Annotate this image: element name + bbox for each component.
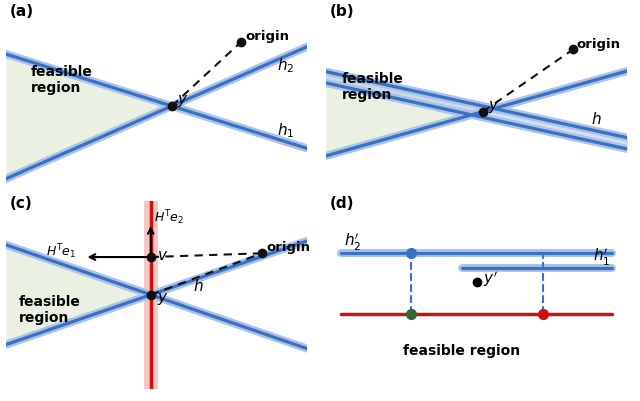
Polygon shape [326,72,483,156]
Text: $v$: $v$ [157,248,168,263]
Text: origin: origin [246,30,289,43]
Text: $h$: $h$ [591,111,602,127]
Text: $y$: $y$ [157,291,168,307]
Polygon shape [6,245,151,344]
Text: feasible
region: feasible region [19,295,80,325]
Text: $y'$: $y'$ [483,270,498,290]
Text: origin: origin [576,38,620,51]
Text: (c): (c) [10,196,32,211]
Text: feasible
region: feasible region [31,65,92,95]
Text: origin: origin [267,241,310,254]
Text: feasible region: feasible region [403,344,520,358]
Text: feasible
region: feasible region [342,72,403,102]
Text: $h_1$: $h_1$ [277,121,294,140]
Text: (d): (d) [330,196,354,211]
Text: $y$: $y$ [488,99,500,115]
Polygon shape [6,54,172,178]
Text: $H^\mathrm{T}e_2$: $H^\mathrm{T}e_2$ [154,208,184,227]
Text: (a): (a) [10,4,33,18]
Text: $h_1'$: $h_1'$ [593,247,610,268]
Text: $h_2$: $h_2$ [277,56,294,75]
Text: $h_2'$: $h_2'$ [344,232,362,253]
Text: (b): (b) [330,4,354,18]
Text: $y$: $y$ [177,93,189,109]
Text: $h$: $h$ [193,277,204,294]
Text: $H^\mathrm{T}e_1$: $H^\mathrm{T}e_1$ [45,242,76,261]
